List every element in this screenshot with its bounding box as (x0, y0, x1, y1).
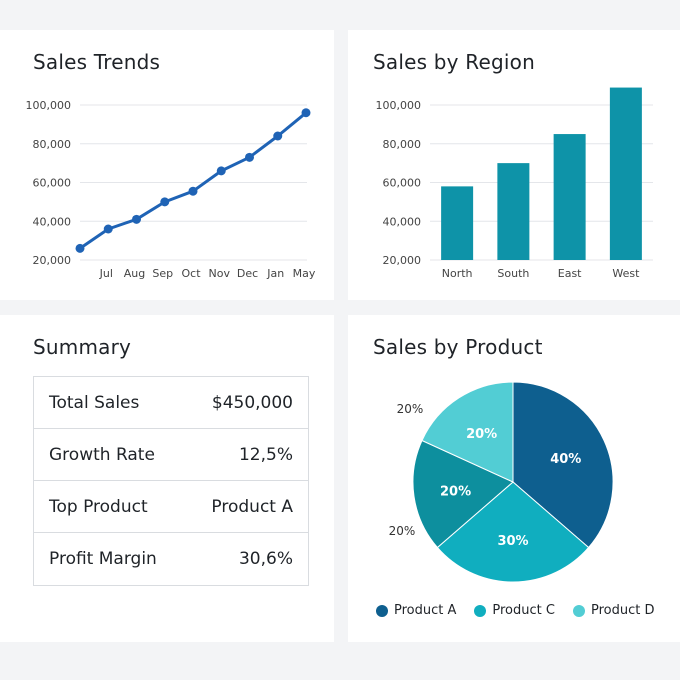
x-tick-label: Jan (266, 267, 284, 280)
summary-label: Total Sales (49, 392, 140, 413)
y-tick-label: 80,000 (33, 138, 72, 151)
summary-value: $450,000 (211, 392, 293, 413)
data-point (188, 186, 198, 196)
pie-slice (421, 381, 514, 483)
bar (441, 186, 474, 260)
summary-row-growth-rate: Growth Rate 12,5% (34, 429, 308, 481)
x-tick-label: May (293, 267, 316, 280)
sales-by-product-title: Sales by Product (373, 335, 543, 359)
series-line (79, 111, 307, 250)
y-tick-label: 100,000 (26, 99, 72, 112)
summary-panel: Summary Total Sales $450,000 Growth Rate… (0, 315, 334, 642)
y-tick-label: 40,000 (33, 215, 72, 228)
slice-label: 40% (550, 452, 581, 467)
data-point (75, 243, 85, 253)
data-point (273, 131, 283, 141)
data-point (245, 152, 254, 162)
slice-label: 20% (440, 484, 471, 499)
outer-slice-label: 20% (397, 402, 424, 416)
sales-by-region-panel: Sales by Region 100,000 80,000 60,000 40,00… (348, 30, 680, 300)
sales-trends-title: Sales Trends (33, 50, 161, 74)
pie-slice (412, 439, 514, 549)
sales-by-region-chart: 100,000 80,000 60,000 40,000 20,000 North Sout… (376, 87, 653, 280)
sales-trends-chart: 100,000 80,000 60,000 40,000 20,000 Jul Aug Sep… (26, 99, 316, 280)
data-point (160, 197, 170, 207)
summary-label: Profit Margin (49, 549, 157, 569)
sales-by-region-title: Sales by Region (373, 50, 535, 74)
data-point (301, 108, 311, 118)
summary-row-profit-margin: Profit Margin 30,6% (34, 533, 308, 585)
y-tick-label: 100,000 (376, 99, 422, 112)
x-tick-label: Jul (99, 267, 113, 280)
sales-trends-panel: Sales Trends 100,000 80,000 60,000 40,000 20… (0, 30, 334, 300)
y-tick-label: 60,000 (383, 177, 422, 190)
x-tick-label: South (497, 267, 529, 280)
legend-item: Product D (572, 603, 655, 618)
legend-swatch (474, 604, 487, 617)
x-tick-label: West (612, 267, 640, 280)
summary-value: 30,6% (238, 549, 293, 569)
y-tick-label: 20,000 (383, 254, 422, 267)
legend-label: Product A (394, 603, 457, 618)
pie-slice (436, 481, 590, 583)
legend-swatch (572, 604, 585, 617)
y-tick-label: 60,000 (33, 177, 72, 190)
summary-row-total-sales: Total Sales $450,000 (34, 377, 308, 429)
x-tick-label: East (558, 267, 582, 280)
summary-label: Top Product (49, 496, 148, 517)
bar (553, 134, 586, 260)
x-tick-label: Dec (237, 267, 258, 280)
summary-row-top-product: Top Product Product A (34, 481, 308, 533)
outer-slice-label: 20% (389, 524, 416, 538)
pie-legend: Product A Product C Product D (376, 603, 654, 618)
summary-title: Summary (33, 335, 132, 359)
legend-swatch (376, 604, 388, 617)
legend-label: Product C (492, 603, 555, 618)
slice-label: 20% (466, 427, 497, 442)
y-tick-label: 20,000 (33, 254, 72, 267)
data-point (216, 166, 226, 176)
data-point (132, 214, 141, 224)
x-tick-label: Nov (209, 267, 231, 280)
y-tick-label: 40,000 (383, 215, 422, 228)
slice-label: 30% (497, 534, 528, 549)
data-point (103, 224, 113, 234)
bar (609, 87, 642, 260)
legend-label: Product D (590, 603, 655, 618)
summary-value: Product A (211, 496, 293, 517)
summary-table: Total Sales $450,000 Growth Rate 12,5% T… (33, 376, 309, 586)
x-tick-label: Sep (152, 267, 173, 280)
bar (497, 163, 530, 260)
pie-slice (512, 381, 614, 549)
x-tick-label: North (442, 267, 473, 280)
y-tick-label: 80,000 (383, 138, 422, 151)
legend-item: Product A (376, 603, 456, 618)
x-tick-label: Oct (181, 267, 201, 280)
sales-by-product-chart: 40% 30% 20% 20% 20% 20% (389, 381, 614, 583)
x-tick-label: Aug (124, 267, 145, 280)
sales-by-product-panel: Sales by Product 40% 30% 20% 20% 20% 20% Prod… (348, 315, 680, 642)
summary-label: Growth Rate (49, 444, 155, 465)
legend-item: Product C (474, 603, 555, 618)
summary-value: 12,5% (238, 444, 293, 465)
